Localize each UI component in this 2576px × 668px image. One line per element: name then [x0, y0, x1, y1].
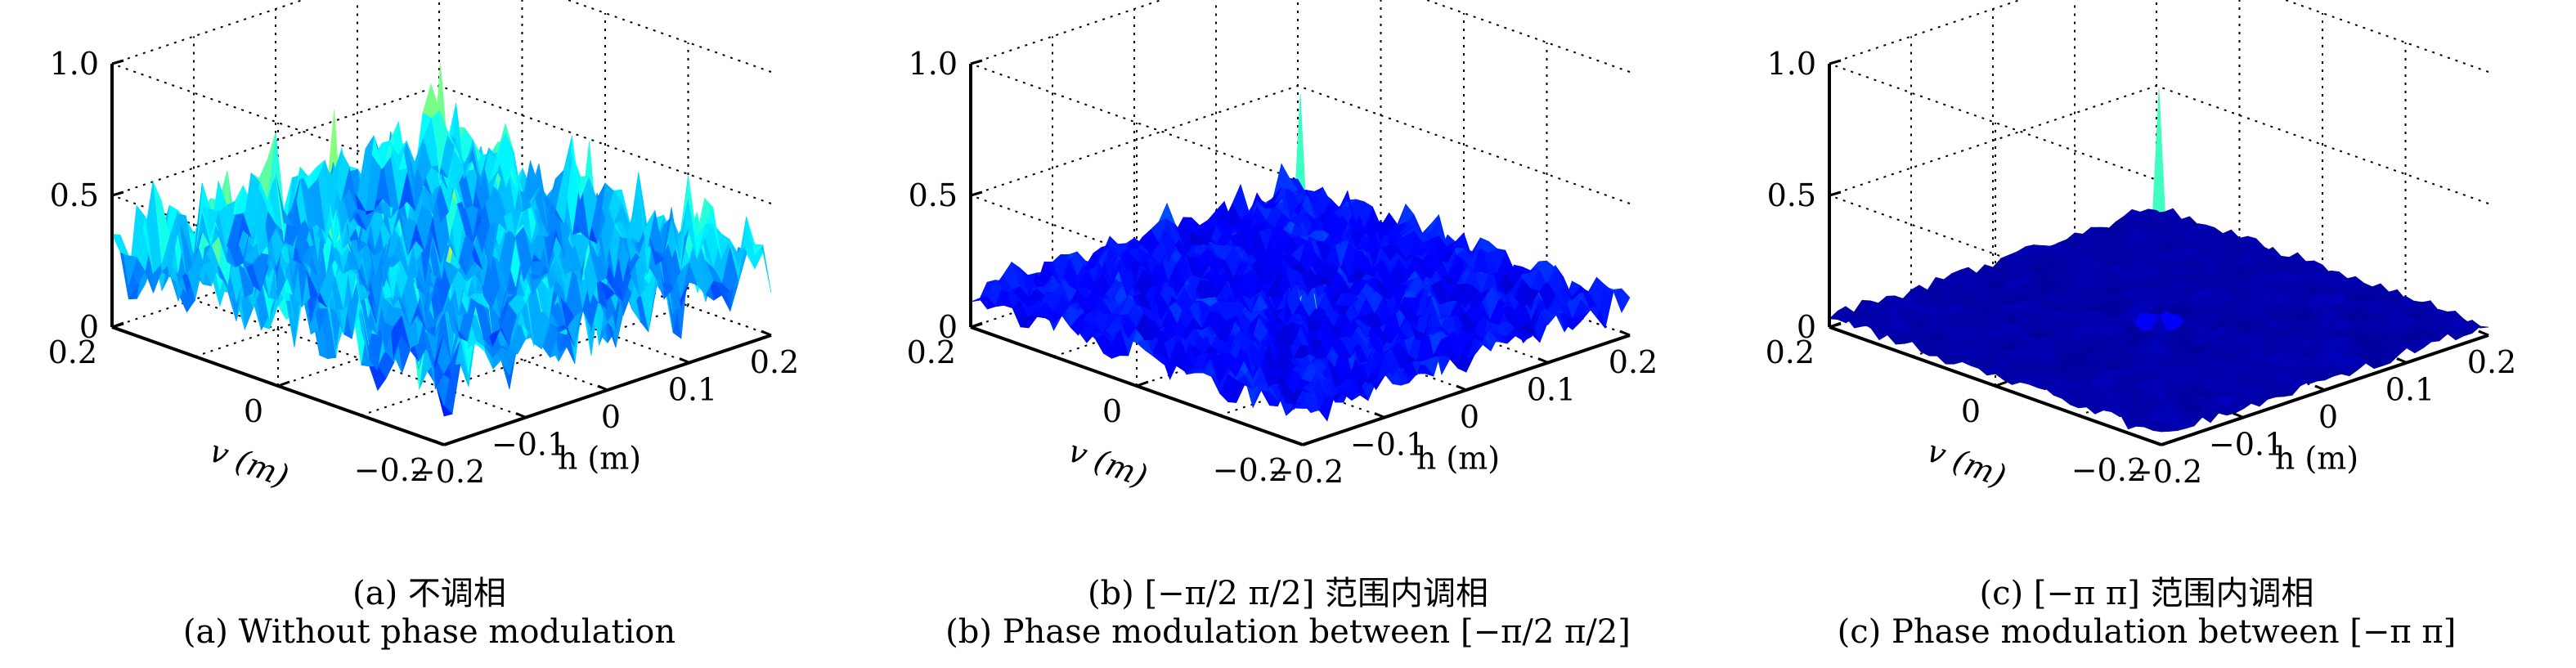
v-tick-label: 0: [244, 393, 263, 429]
z-tick: [111, 59, 124, 65]
h-tick-label: 0.2: [750, 344, 799, 380]
subplot-b: 0 0.5 1.0 −0.2 0 0.2 −0.2 −0.1 0 0.1 0.2 h (m) v (m)…: [859, 0, 1717, 668]
h-tick: [2396, 357, 2408, 364]
h-tick: [1374, 412, 1385, 419]
h-tick-label: 0: [1460, 399, 1479, 435]
h-tick-label: −0.2: [1268, 454, 1344, 490]
h-tick: [1537, 357, 1549, 364]
v-tick: [277, 380, 290, 388]
surface: [970, 94, 1631, 422]
surface-facet: [970, 296, 988, 303]
h-tick: [1619, 330, 1631, 337]
v-tick: [1136, 380, 1149, 388]
v-tick: [1302, 439, 1315, 446]
axes: 00.51.0−0.200.2−0.2−0.100.10.2h (m)v (m): [48, 46, 800, 495]
surface-facet: [1613, 288, 1631, 313]
h-axis-label: h (m): [1416, 441, 1500, 477]
v-tick-label: 0: [1961, 393, 1981, 429]
v-tick: [1829, 321, 1842, 329]
h-tick-label: 0.1: [1527, 372, 1576, 408]
h-tick-label: −0.2: [2127, 454, 2202, 490]
caption-zh-a: (a) 不调相: [352, 575, 506, 612]
v-tick: [970, 321, 983, 329]
h-tick: [2233, 412, 2244, 419]
v-axis-label: v (m): [1923, 433, 2011, 494]
h-tick-label: 0.1: [2385, 372, 2435, 408]
axes: 00.51.0−0.200.2−0.2−0.100.10.2h (m)v (m): [907, 46, 1658, 495]
z-tick-label: 1.0: [909, 46, 958, 82]
caption-zh-b: (b) [−π/2 π/2] 范围内调相: [1087, 575, 1489, 612]
v-tick-label: −0.2: [2071, 452, 2147, 488]
h-axis-label: h (m): [558, 441, 641, 477]
h-tick: [2314, 384, 2326, 392]
surface: [111, 63, 772, 417]
z-tick: [111, 191, 124, 197]
z-tick: [970, 191, 983, 197]
z-tick-label: 0: [79, 309, 99, 345]
surface-facet: [1829, 310, 1847, 324]
h-tick: [2151, 439, 2162, 446]
v-tick: [443, 439, 456, 446]
subplot-a: 0 0.5 1.0 −0.2 0 0.2 −0.2 −0.1 0 0.1 0.2 h (m) v (m)…: [0, 0, 859, 668]
v-tick-label: 0: [1102, 393, 1122, 429]
surface-plot-c: 00.51.0−0.200.2−0.2−0.100.10.2h (m)v (m): [1766, 0, 2516, 495]
h-tick: [433, 439, 445, 446]
v-tick-label: 0.2: [48, 334, 97, 370]
v-tick: [111, 321, 124, 329]
h-tick: [761, 330, 772, 337]
caption-en-c: (c) Phase modulation between [−π π]: [1837, 613, 2457, 651]
z-tick-label: 0.5: [1767, 177, 1816, 213]
h-tick-label: 0: [2318, 399, 2338, 435]
h-tick-label: 0.2: [2467, 344, 2516, 380]
h-tick-label: −0.1: [1350, 427, 1425, 463]
caption-en-a: (a) Without phase modulation: [182, 613, 676, 651]
v-tick-label: −0.2: [1213, 452, 1288, 488]
caption-zh-c: (c) [−π π] 范围内调相: [1979, 575, 2314, 612]
surface-plot-a: 00.51.0−0.200.2−0.2−0.100.10.2h (m)v (m): [48, 0, 800, 495]
h-tick-label: 0.1: [668, 372, 717, 408]
z-tick-label: 0.5: [50, 177, 99, 213]
h-tick: [679, 357, 690, 364]
z-tick-label: 0: [938, 309, 958, 345]
subplot-c: 0 0.5 1.0 −0.2 0 0.2 −0.2 −0.1 0 0.1 0.2 h (m) v (m)…: [1717, 0, 2576, 668]
h-tick: [2478, 330, 2489, 337]
h-tick-label: −0.1: [491, 427, 567, 463]
v-tick-label: 0.2: [907, 334, 956, 370]
z-tick: [970, 59, 983, 65]
z-tick-label: 0: [1797, 309, 1816, 345]
v-tick-label: 0.2: [1766, 334, 1815, 370]
z-tick-label: 1.0: [1767, 46, 1816, 82]
h-tick: [1292, 439, 1304, 446]
surface-facet: [111, 234, 129, 257]
z-tick: [1829, 191, 1842, 197]
v-axis-label: v (m): [205, 433, 294, 494]
h-tick: [515, 412, 527, 419]
v-tick: [1995, 380, 2008, 388]
v-tick: [2161, 439, 2174, 446]
caption-en-b: (b) Phase modulation between [−π/2 π/2]: [945, 613, 1631, 651]
surface: [1829, 88, 2489, 433]
h-tick-label: 0.2: [1609, 344, 1658, 380]
h-tick-label: 0: [601, 399, 621, 435]
z-tick-label: 1.0: [50, 46, 99, 82]
h-axis-label: h (m): [2275, 441, 2358, 477]
v-tick-label: −0.2: [354, 452, 429, 488]
h-tick: [597, 384, 608, 392]
z-tick: [1829, 59, 1842, 65]
h-tick-label: −0.2: [410, 454, 485, 490]
v-axis-label: v (m): [1064, 433, 1152, 494]
z-tick-label: 0.5: [909, 177, 958, 213]
h-tick: [1456, 384, 1467, 392]
surface-plot-b: 00.51.0−0.200.2−0.2−0.100.10.2h (m)v (m): [907, 0, 1658, 495]
h-tick-label: −0.1: [2209, 427, 2284, 463]
surface-facet: [422, 83, 440, 119]
